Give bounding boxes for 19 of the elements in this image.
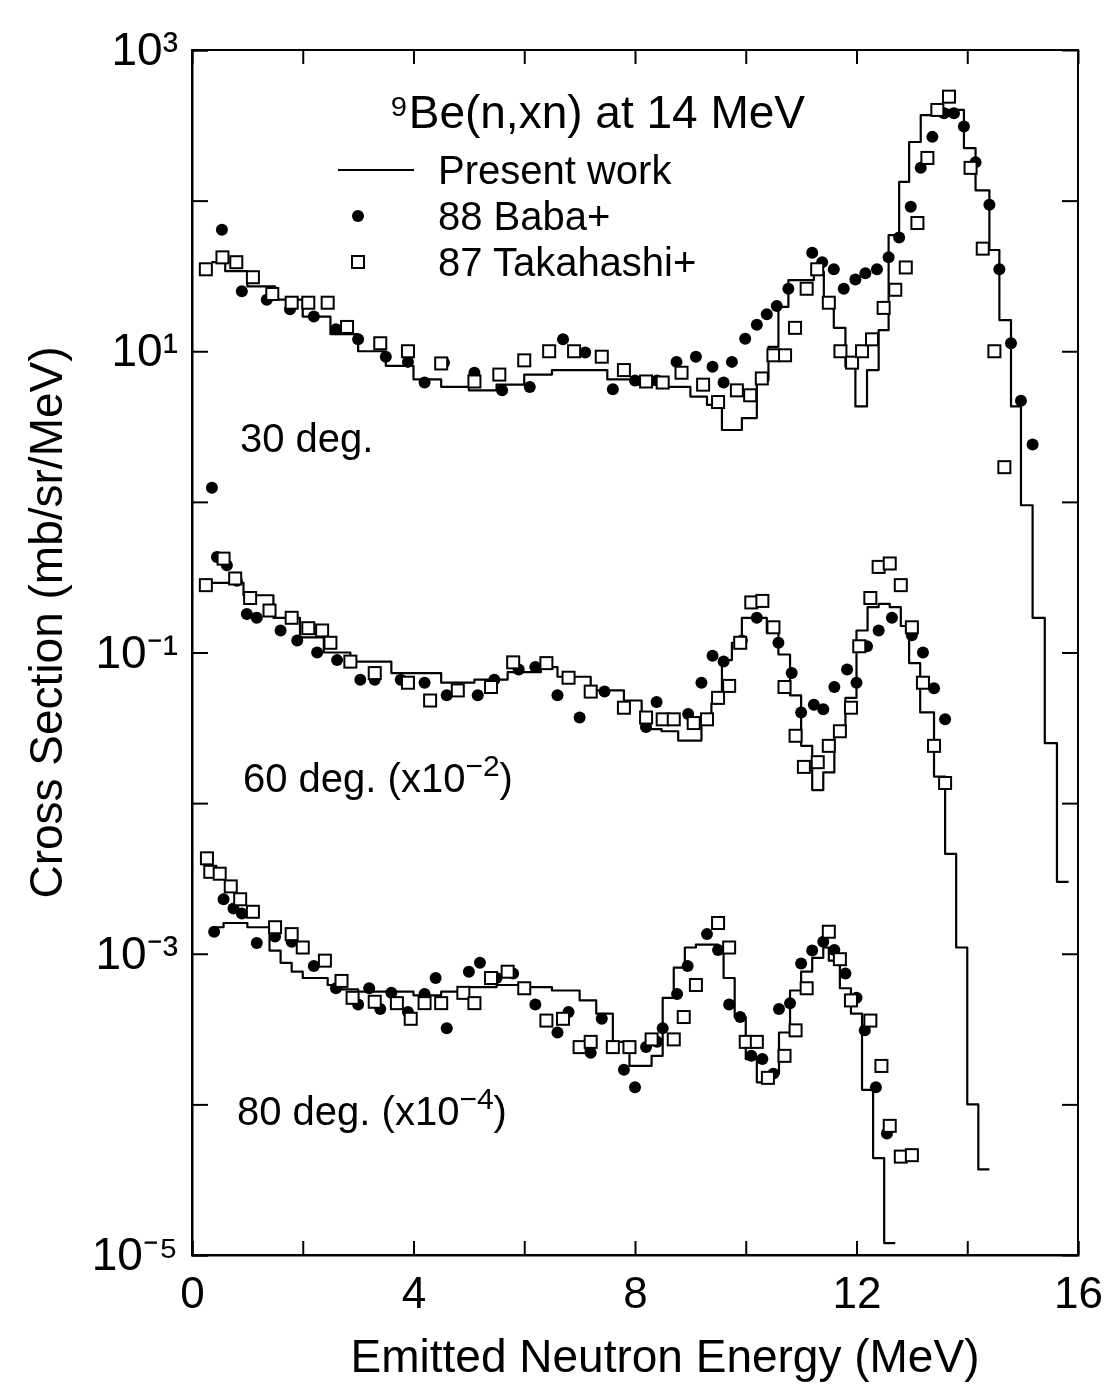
annotation: 30 deg.	[240, 416, 374, 460]
y-axis-title: Cross Section (mb/sr/MeV)	[20, 346, 72, 899]
y-tick-label: 10¹	[111, 324, 178, 377]
legend-label: Present work	[438, 148, 673, 192]
text: ⁹Be(n,xn) at 14 MeV	[389, 86, 806, 138]
y-tick-label: 10⁻³	[95, 926, 178, 979]
x-tick-label: 8	[623, 1268, 648, 1318]
x-tick-label: 0	[180, 1268, 205, 1318]
legend-label: 87 Takahashi+	[438, 240, 697, 284]
x-axis-title: Emitted Neutron Energy (MeV)	[350, 1330, 980, 1382]
y-tick-label: 10⁻⁵	[91, 1228, 178, 1281]
x-tick-label: 16	[1054, 1268, 1103, 1318]
y-tick-label: 10⁻¹	[95, 625, 178, 678]
legend-label: 88 Baba+	[438, 194, 611, 238]
annotation: 80 deg. (x10$^{−4}$)	[237, 1081, 507, 1133]
x-tick-label: 12	[832, 1268, 882, 1318]
annotation: 60 deg. (x10$^{−2}$)	[243, 748, 513, 800]
x-tick-label: 4	[401, 1268, 427, 1318]
y-tick-label: 10³	[111, 23, 178, 76]
